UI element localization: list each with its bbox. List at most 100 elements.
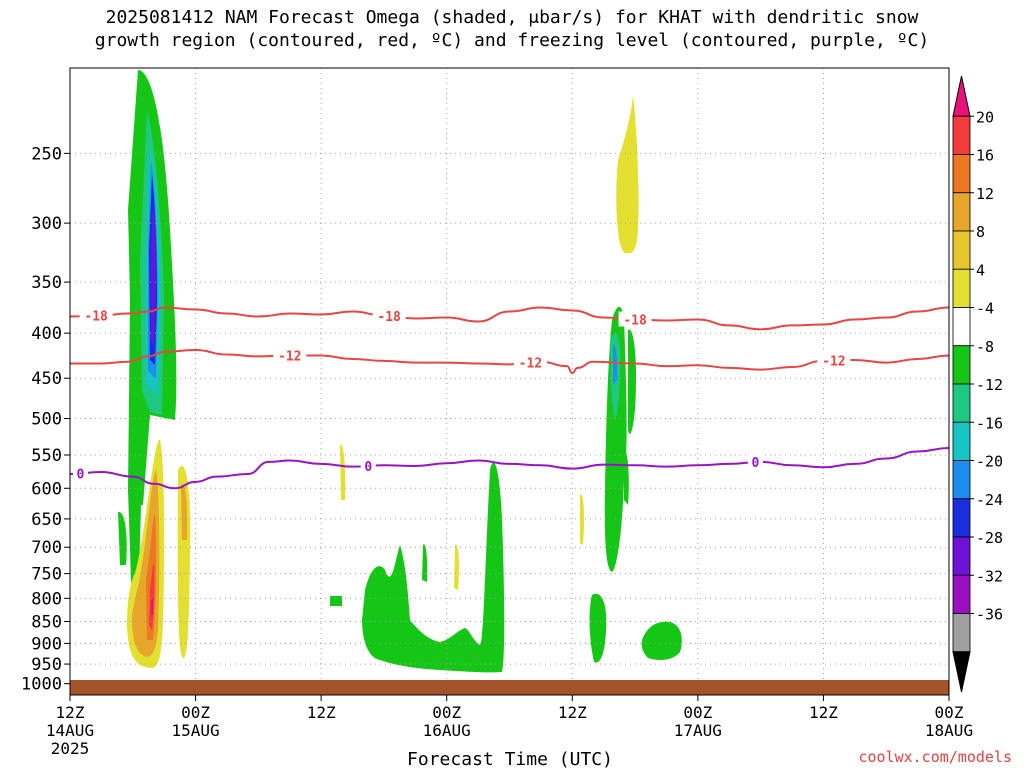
upward-motion-day3-main [604, 306, 627, 572]
y-tick-label: 300 [31, 214, 62, 234]
contour-label-bg [817, 352, 851, 368]
colorbar-swatch [952, 383, 971, 423]
x-tick-date: 18AUG [925, 721, 973, 740]
colorbar-arrow-top [952, 75, 971, 117]
contour-label-bg [72, 465, 88, 481]
contour-label--18: -18 [623, 314, 647, 329]
y-tick-label: 500 [31, 410, 62, 430]
x-tick-label: 00Z [935, 703, 964, 722]
contour-label--18: -18 [84, 310, 108, 325]
contour-label-bg [618, 311, 652, 327]
y-tick-label: 900 [31, 634, 62, 654]
x-tick-label: 12Z [56, 703, 85, 722]
plot-frame [69, 67, 950, 696]
colorbar-swatch [952, 230, 971, 270]
x-tick-label: 12Z [809, 703, 838, 722]
upward-motion-day3-tail [624, 449, 629, 505]
upward-motion-day2-sub [422, 544, 428, 582]
contour-label-bg [360, 457, 376, 473]
colorbar-swatch [952, 192, 971, 232]
sinking-day3-small [580, 494, 584, 545]
y-tick-label: 600 [31, 479, 62, 499]
contour-line--12 [69, 349, 950, 375]
temperature-contours: -18 -18 -18 -12 -12 -12 0 0 0 [69, 306, 950, 490]
contour-line-0 [69, 446, 950, 490]
title-line-1: 2025081412 NAM Forecast Omega (shaded, μ… [105, 7, 919, 28]
upward-motion-column-1-max [151, 200, 156, 345]
upward-motion-day3-blue [613, 344, 618, 385]
contour-label--12: -12 [278, 349, 301, 364]
downward-motion-low-1-max [149, 564, 155, 630]
sinking-day2-b [454, 544, 459, 590]
y-tick-label: 950 [31, 655, 62, 675]
colorbar-swatch [952, 421, 971, 461]
x-tick-date: 15AUG [171, 721, 219, 740]
colorbar-label: -8 [976, 338, 994, 356]
colorbar-label: -12 [976, 376, 1003, 394]
contour-label-bg [747, 454, 763, 470]
colorbar-swatch [952, 268, 971, 308]
y-tick-label: 1000 [21, 675, 62, 695]
x-tick-date: 16AUG [423, 721, 471, 740]
contour-label--12: -12 [822, 355, 845, 370]
title-line-2: growth region (contoured, red, ºC) and f… [94, 30, 930, 51]
colorbar-label: -4 [976, 300, 994, 318]
upward-motion-day3-low [589, 593, 607, 663]
x-axis-title: Forecast Time (UTC) [407, 749, 613, 768]
colorbar: 20 16 12 8 4 -4 -8 -12 -16 -20 -24 -28 -32 -36 [952, 75, 1003, 693]
contour-label--18: -18 [377, 310, 401, 325]
colorbar-swatch [952, 154, 971, 194]
y-tick-label: 550 [31, 446, 62, 466]
y-tick-label: 850 [31, 613, 62, 633]
colorbar-arrow-bottom [952, 651, 971, 693]
x-tick-label: 00Z [432, 703, 461, 722]
y-tick-label: 800 [31, 589, 62, 609]
contour-label-bg [273, 347, 307, 363]
x-tick-date: 14AUG [46, 721, 94, 740]
x-tick-label: 12Z [558, 703, 587, 722]
colorbar-swatch [952, 536, 971, 576]
colorbar-label: 8 [976, 223, 985, 241]
y-tick-label: 450 [31, 369, 62, 389]
contour-label-bg [79, 307, 113, 323]
upward-motion-low-left [118, 511, 127, 565]
downward-motion-low-2 [177, 465, 191, 659]
contour-label-0: 0 [364, 460, 372, 475]
upward-motion-day2 [330, 596, 342, 606]
credit-text: coolwx.com/models [858, 748, 1012, 766]
contour-label-bg [513, 354, 547, 370]
contour-label-0: 0 [751, 456, 759, 471]
sinking-upper-day3 [616, 95, 639, 254]
colorbar-label: -28 [976, 529, 1003, 547]
ground-surface [70, 680, 949, 695]
colorbar-swatch [952, 498, 971, 538]
omega-shading [118, 70, 682, 673]
x-tick-label: 12Z [307, 703, 336, 722]
colorbar-swatch [952, 307, 971, 347]
downward-motion-low-2-orange [181, 483, 188, 540]
x-tick-date: 17AUG [674, 721, 722, 740]
colorbar-swatch [952, 460, 971, 500]
contour-label-bg [372, 308, 406, 324]
sinking-day2-a [340, 444, 346, 500]
upward-motion-day2-main [362, 462, 505, 673]
y-tick-label: 750 [31, 565, 62, 585]
colorbar-swatch [952, 345, 971, 385]
contour-label--12: -12 [519, 357, 542, 372]
upward-motion-day3-blob [641, 621, 682, 660]
contour-label-0: 0 [77, 467, 85, 482]
chart-title: 2025081412 NAM Forecast Omega (shaded, μ… [0, 6, 1024, 52]
y-tick-label: 350 [31, 273, 62, 293]
colorbar-label: -24 [976, 491, 1003, 509]
y-tick-label: 700 [31, 538, 62, 558]
x-tick-label: 00Z [683, 703, 712, 722]
colorbar-label: -32 [976, 567, 1003, 585]
colorbar-label: 4 [976, 261, 985, 279]
colorbar-swatch [952, 115, 971, 155]
y-tick-label: 400 [31, 324, 62, 344]
colorbar-label: -36 [976, 606, 1003, 624]
y-tick-label: 650 [31, 510, 62, 530]
x-tick-year: 2025 [51, 739, 90, 758]
